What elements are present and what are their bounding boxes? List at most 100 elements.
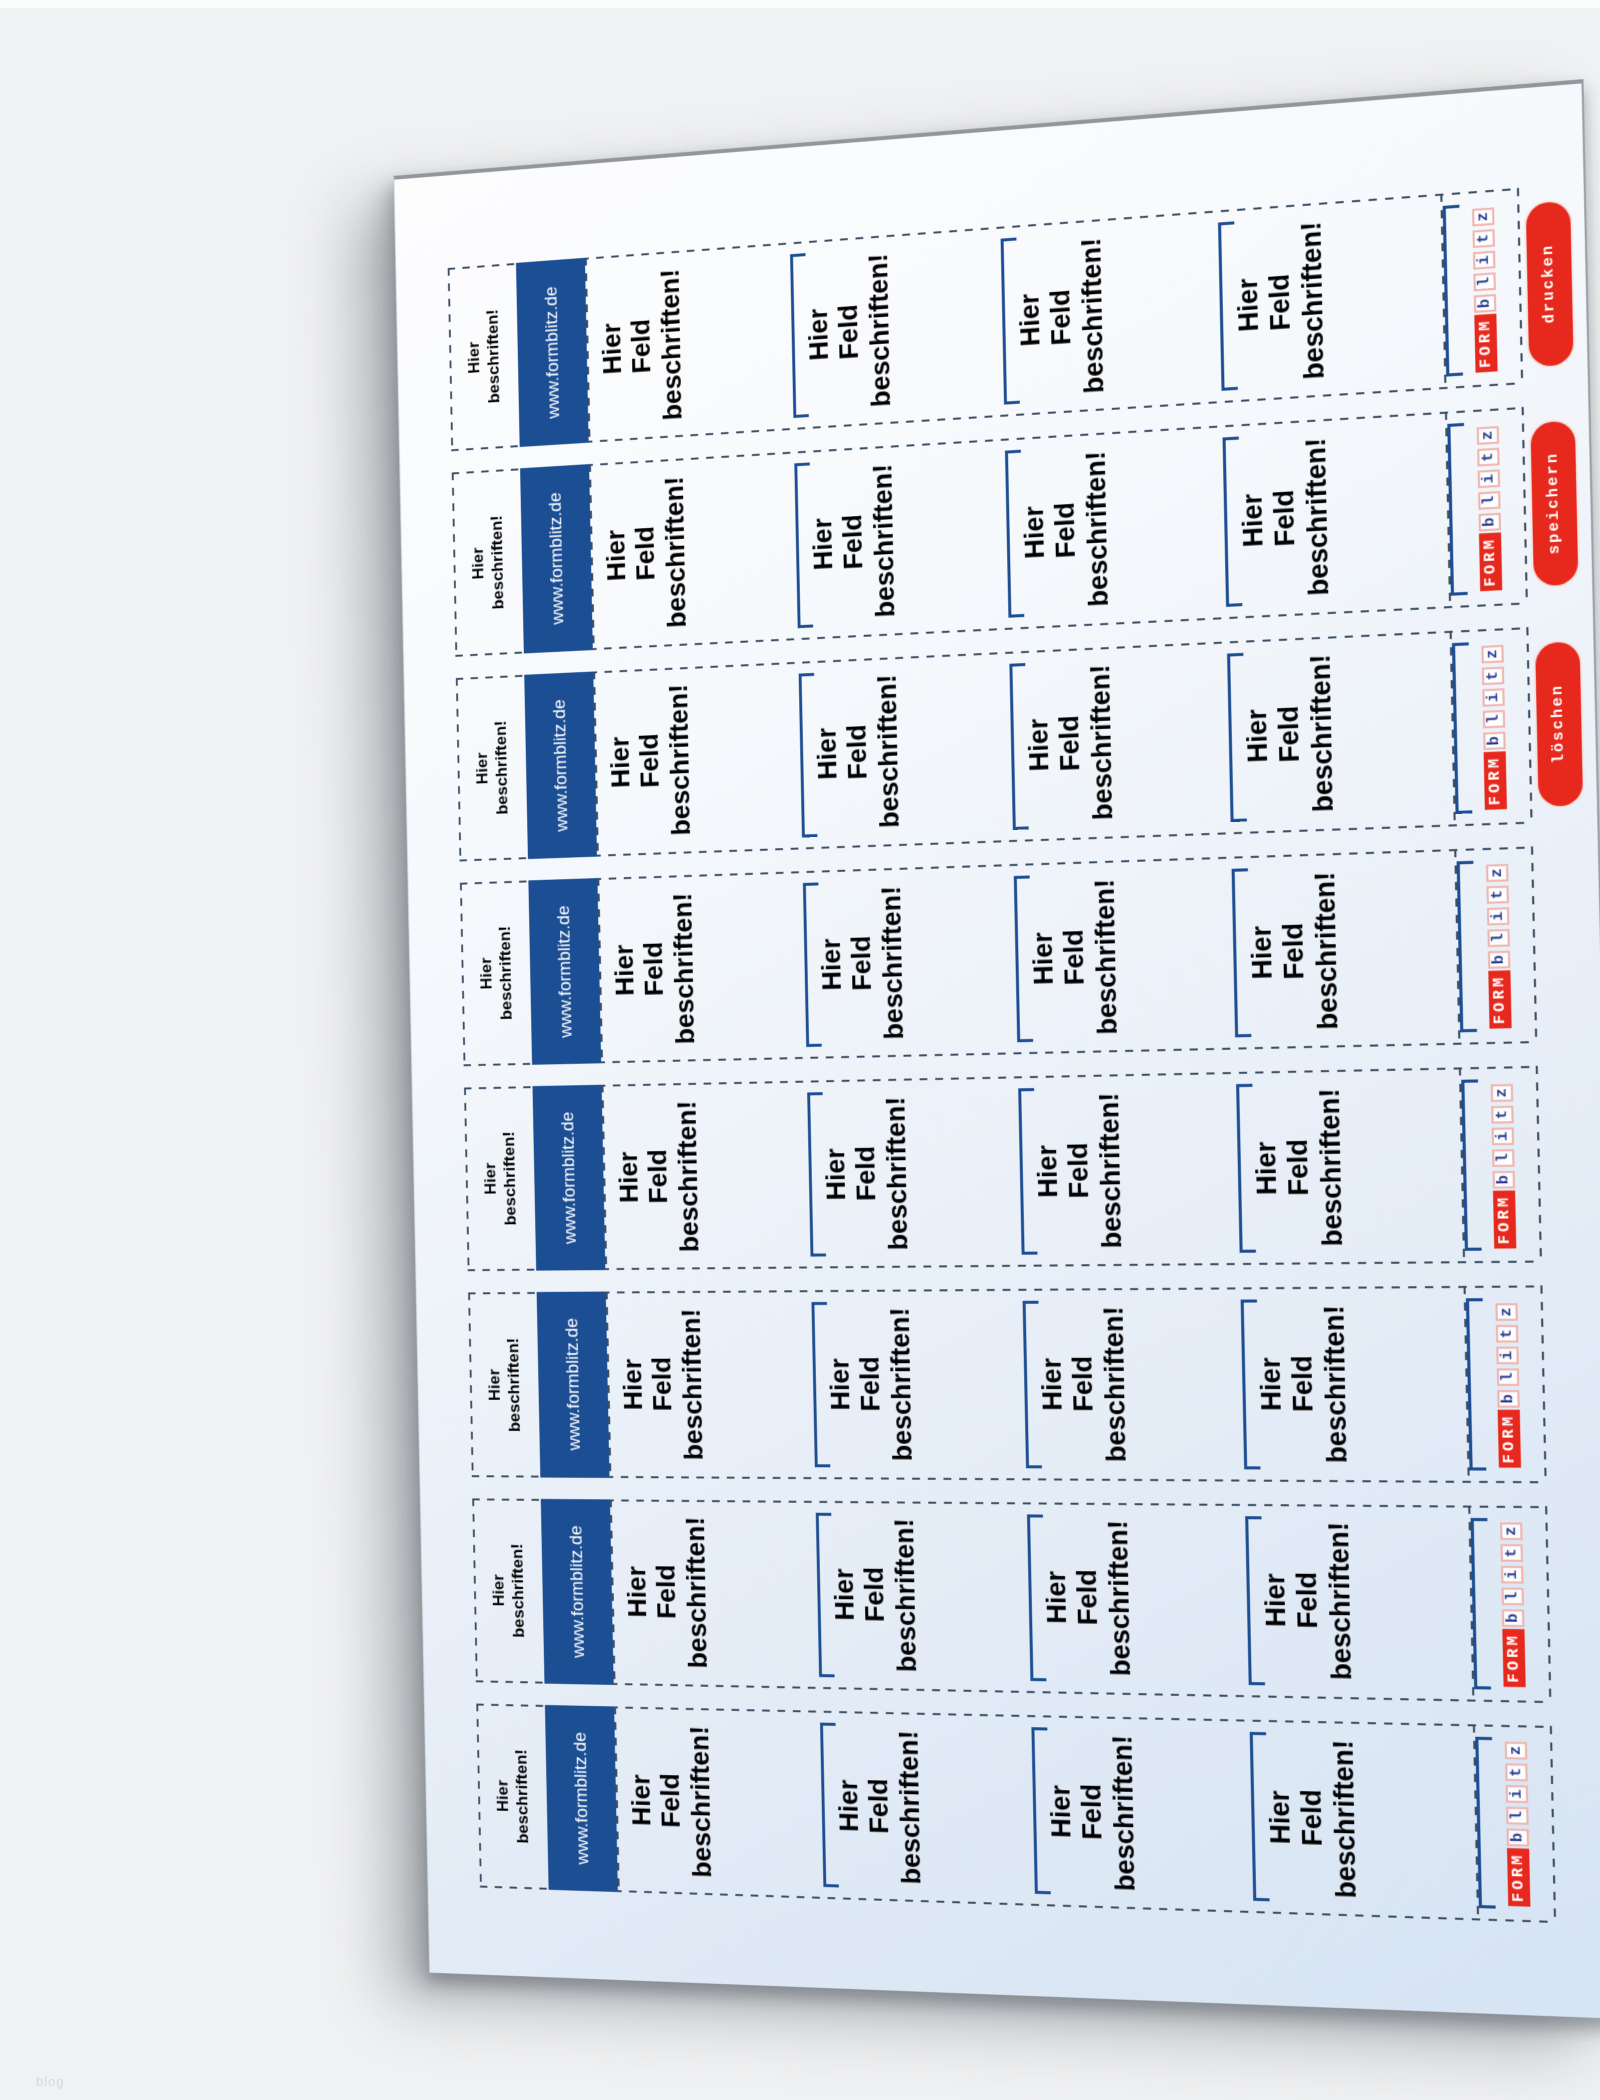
- label-field-text: Hier Feld beschriften!: [1041, 1520, 1136, 1677]
- label-field-text: Hier Feld beschriften!: [1250, 1088, 1348, 1247]
- label-field[interactable]: Hier Feld beschriften!: [587, 242, 793, 442]
- label-field-text: Hier Feld beschriften!: [626, 1725, 717, 1878]
- formblitz-logo[interactable]: FORMblitz: [1490, 1081, 1516, 1249]
- label-field[interactable]: Hier Feld beschriften!: [797, 439, 1009, 640]
- label-field[interactable]: Hier Feld beschriften!: [1003, 210, 1221, 416]
- label-row: Hier beschriften! www.formblitz.de Hier Feld…: [472, 1497, 1552, 1703]
- formblitz-logo[interactable]: FORMblitz: [1476, 424, 1502, 592]
- formblitz-logo-letter: b: [1501, 1609, 1524, 1628]
- formblitz-logo-letter: i: [1495, 1346, 1519, 1365]
- drucken-button[interactable]: drucken: [1525, 200, 1574, 368]
- row-side-label: Hier beschriften!: [468, 1292, 540, 1477]
- formblitz-logo-letter: z: [1490, 1083, 1513, 1102]
- label-field[interactable]: Hier Feld beschriften!: [608, 1290, 815, 1478]
- label-grid: Hier beschriften! www.formblitz.de Hier Feld…: [447, 187, 1557, 1924]
- label-field[interactable]: Hier Feld beschriften!: [1012, 641, 1230, 842]
- label-field[interactable]: Hier Feld beschriften!: [603, 1081, 810, 1271]
- formblitz-logo-letter: z: [1480, 644, 1504, 664]
- page-top-strip: [0, 0, 1600, 8]
- label-field[interactable]: Hier Feld beschriften!: [1017, 856, 1235, 1054]
- speichern-button[interactable]: speichern: [1530, 420, 1579, 587]
- label-field-text: Hier Feld beschriften!: [1019, 450, 1114, 608]
- label-field[interactable]: Hier Feld beschriften!: [612, 1499, 819, 1689]
- url-bar: www.formblitz.de: [524, 671, 597, 859]
- row-side-label: Hier beschriften!: [464, 1086, 536, 1271]
- label-field[interactable]: Hier Feld beschriften!: [1025, 1288, 1244, 1481]
- label-field[interactable]: Hier Feld beschriften!: [1225, 412, 1449, 619]
- label-field-text: Hier Feld beschriften!: [1254, 1305, 1352, 1464]
- label-field-text: Hier Feld beschriften!: [622, 1516, 713, 1670]
- label-field-text: Hier Feld beschriften!: [1027, 878, 1123, 1035]
- label-field[interactable]: Hier Feld beschriften!: [1238, 1067, 1463, 1265]
- row-side-label: Hier beschriften!: [452, 469, 524, 657]
- label-row: Hier beschriften! www.formblitz.de Hier Feld…: [476, 1703, 1557, 1924]
- label-field[interactable]: Hier Feld beschriften!: [801, 651, 1013, 849]
- formblitz-logo-letter: t: [1504, 1763, 1528, 1782]
- formblitz-logo[interactable]: FORMblitz: [1499, 1520, 1526, 1688]
- label-field-text: Hier Feld beschriften!: [1259, 1522, 1357, 1681]
- formblitz-logo-letter: l: [1500, 1587, 1524, 1606]
- label-field[interactable]: Hier Feld beschriften!: [591, 452, 797, 650]
- row-side-label-text: Hier beschriften!: [493, 1749, 532, 1845]
- formblitz-logo-cell: FORMblitz: [1459, 846, 1537, 1045]
- label-field-text: Hier Feld beschriften!: [605, 683, 696, 837]
- label-row: Hier beschriften! www.formblitz.de Hier Feld…: [455, 626, 1533, 862]
- label-field[interactable]: Hier Feld beschriften!: [805, 864, 1017, 1059]
- label-row: Hier beschriften! www.formblitz.de Hier Feld…: [451, 407, 1528, 657]
- formblitz-logo[interactable]: FORMblitz: [1504, 1740, 1530, 1908]
- url-bar: www.formblitz.de: [536, 1291, 610, 1478]
- label-field[interactable]: Hier Feld beschriften!: [1030, 1502, 1249, 1697]
- watermark-text: blog: [36, 2074, 65, 2089]
- label-field[interactable]: Hier Feld beschriften!: [1252, 1719, 1477, 1920]
- formblitz-logo-cell: FORMblitz: [1469, 1286, 1547, 1483]
- url-bar-text: www.formblitz.de: [566, 1524, 588, 1658]
- formblitz-logo-cell: FORMblitz: [1473, 1505, 1551, 1703]
- loeschen-button[interactable]: löschen: [1535, 641, 1584, 807]
- row-side-label-text: Hier beschriften!: [480, 1131, 520, 1227]
- formblitz-logo-letter: l: [1477, 490, 1501, 510]
- label-field[interactable]: Hier Feld beschriften!: [1247, 1503, 1472, 1701]
- url-bar: www.formblitz.de: [544, 1704, 618, 1893]
- formblitz-logo-letter: l: [1472, 271, 1496, 291]
- label-field[interactable]: Hier Feld beschriften!: [1234, 849, 1459, 1050]
- label-field[interactable]: Hier Feld beschriften!: [792, 227, 1004, 430]
- formblitz-logo-letter: l: [1505, 1807, 1529, 1826]
- url-bar-text: www.formblitz.de: [557, 1111, 580, 1245]
- formblitz-logo[interactable]: FORMblitz: [1485, 862, 1512, 1030]
- label-field[interactable]: Hier Feld beschriften!: [818, 1500, 1031, 1692]
- label-field[interactable]: Hier Feld beschriften!: [1243, 1286, 1468, 1482]
- url-bar-text: www.formblitz.de: [549, 698, 571, 832]
- label-field-text: Hier Feld beschriften!: [803, 252, 896, 408]
- document-sheet: Hier beschriften! www.formblitz.de Hier Feld…: [393, 79, 1600, 2020]
- label-field[interactable]: Hier Feld beschriften!: [616, 1706, 823, 1899]
- formblitz-logo-letter: i: [1505, 1785, 1528, 1804]
- formblitz-logo-letter: i: [1481, 688, 1505, 707]
- label-field[interactable]: Hier Feld beschriften!: [1021, 1072, 1239, 1267]
- formblitz-logo-form: FORM: [1483, 751, 1507, 811]
- url-bar-text: www.formblitz.de: [553, 905, 576, 1038]
- formblitz-logo-letter: z: [1485, 864, 1508, 883]
- loeschen-button-label: löschen: [1548, 683, 1569, 765]
- label-field-text: Hier Feld beschriften!: [1045, 1734, 1141, 1892]
- formblitz-logo-cell: FORMblitz: [1464, 1066, 1542, 1264]
- row-side-label-text: Hier beschriften!: [489, 1543, 528, 1638]
- url-bar-text: www.formblitz.de: [570, 1731, 592, 1865]
- label-field[interactable]: Hier Feld beschriften!: [814, 1289, 1027, 1480]
- label-field-text: Hier Feld beschriften!: [833, 1729, 926, 1885]
- label-field[interactable]: Hier Feld beschriften!: [595, 661, 802, 856]
- formblitz-logo[interactable]: FORMblitz: [1494, 1301, 1521, 1468]
- label-field[interactable]: Hier Feld beschriften!: [822, 1711, 1035, 1906]
- label-field[interactable]: Hier Feld beschriften!: [1229, 630, 1453, 834]
- label-field[interactable]: Hier Feld beschriften!: [1220, 194, 1444, 403]
- label-field[interactable]: Hier Feld beschriften!: [1034, 1715, 1253, 1913]
- formblitz-logo[interactable]: FORMblitz: [1480, 643, 1507, 811]
- label-field[interactable]: Hier Feld beschriften!: [599, 871, 806, 1063]
- label-field[interactable]: Hier Feld beschriften!: [1008, 426, 1226, 629]
- formblitz-logo-letter: i: [1472, 250, 1495, 270]
- label-field-text: Hier Feld beschriften!: [1236, 437, 1334, 597]
- formblitz-logo-letter: i: [1486, 907, 1509, 926]
- formblitz-logo-letter: b: [1487, 951, 1510, 970]
- formblitz-logo[interactable]: FORMblitz: [1471, 205, 1498, 373]
- label-field[interactable]: Hier Feld beschriften!: [809, 1076, 1022, 1268]
- formblitz-logo-letter: i: [1500, 1565, 1523, 1584]
